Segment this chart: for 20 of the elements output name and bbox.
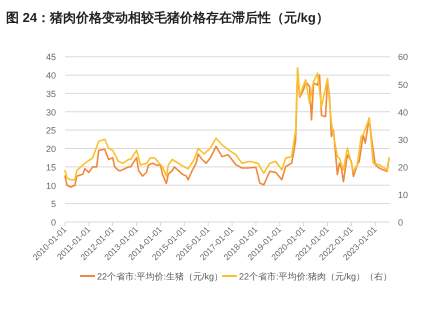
y-tick-label: 40 [46,70,56,81]
y-tick-label: 0 [50,218,56,228]
legend-label: 22个省市:平均价:生猪（元/kg） [97,272,224,282]
legend-label: 22个省市:平均价:猪肉（元/kg）（右） [239,272,392,282]
y-tick-label: 15 [46,162,56,172]
y-tick-label: 35 [46,88,56,99]
y2-tick-label: 10 [398,190,408,200]
y2-tick-label: 60 [398,52,408,62]
chart-title: 图 24：猪肉价格变动相较毛猪价格存在滞后性（元/kg） [6,10,329,25]
y-tick-label: 25 [46,126,56,136]
y-tick-label: 30 [46,107,56,118]
y2-tick-label: 50 [398,80,408,90]
y2-tick-label: 30 [398,134,408,145]
y2-tick-label: 0 [398,218,404,228]
y-tick-label: 45 [46,52,56,62]
y-tick-label: 10 [46,180,56,191]
y-tick-label: 20 [46,144,56,154]
y-tick-label: 5 [50,199,56,210]
y2-tick-label: 40 [398,107,408,118]
y2-tick-label: 20 [398,162,408,172]
